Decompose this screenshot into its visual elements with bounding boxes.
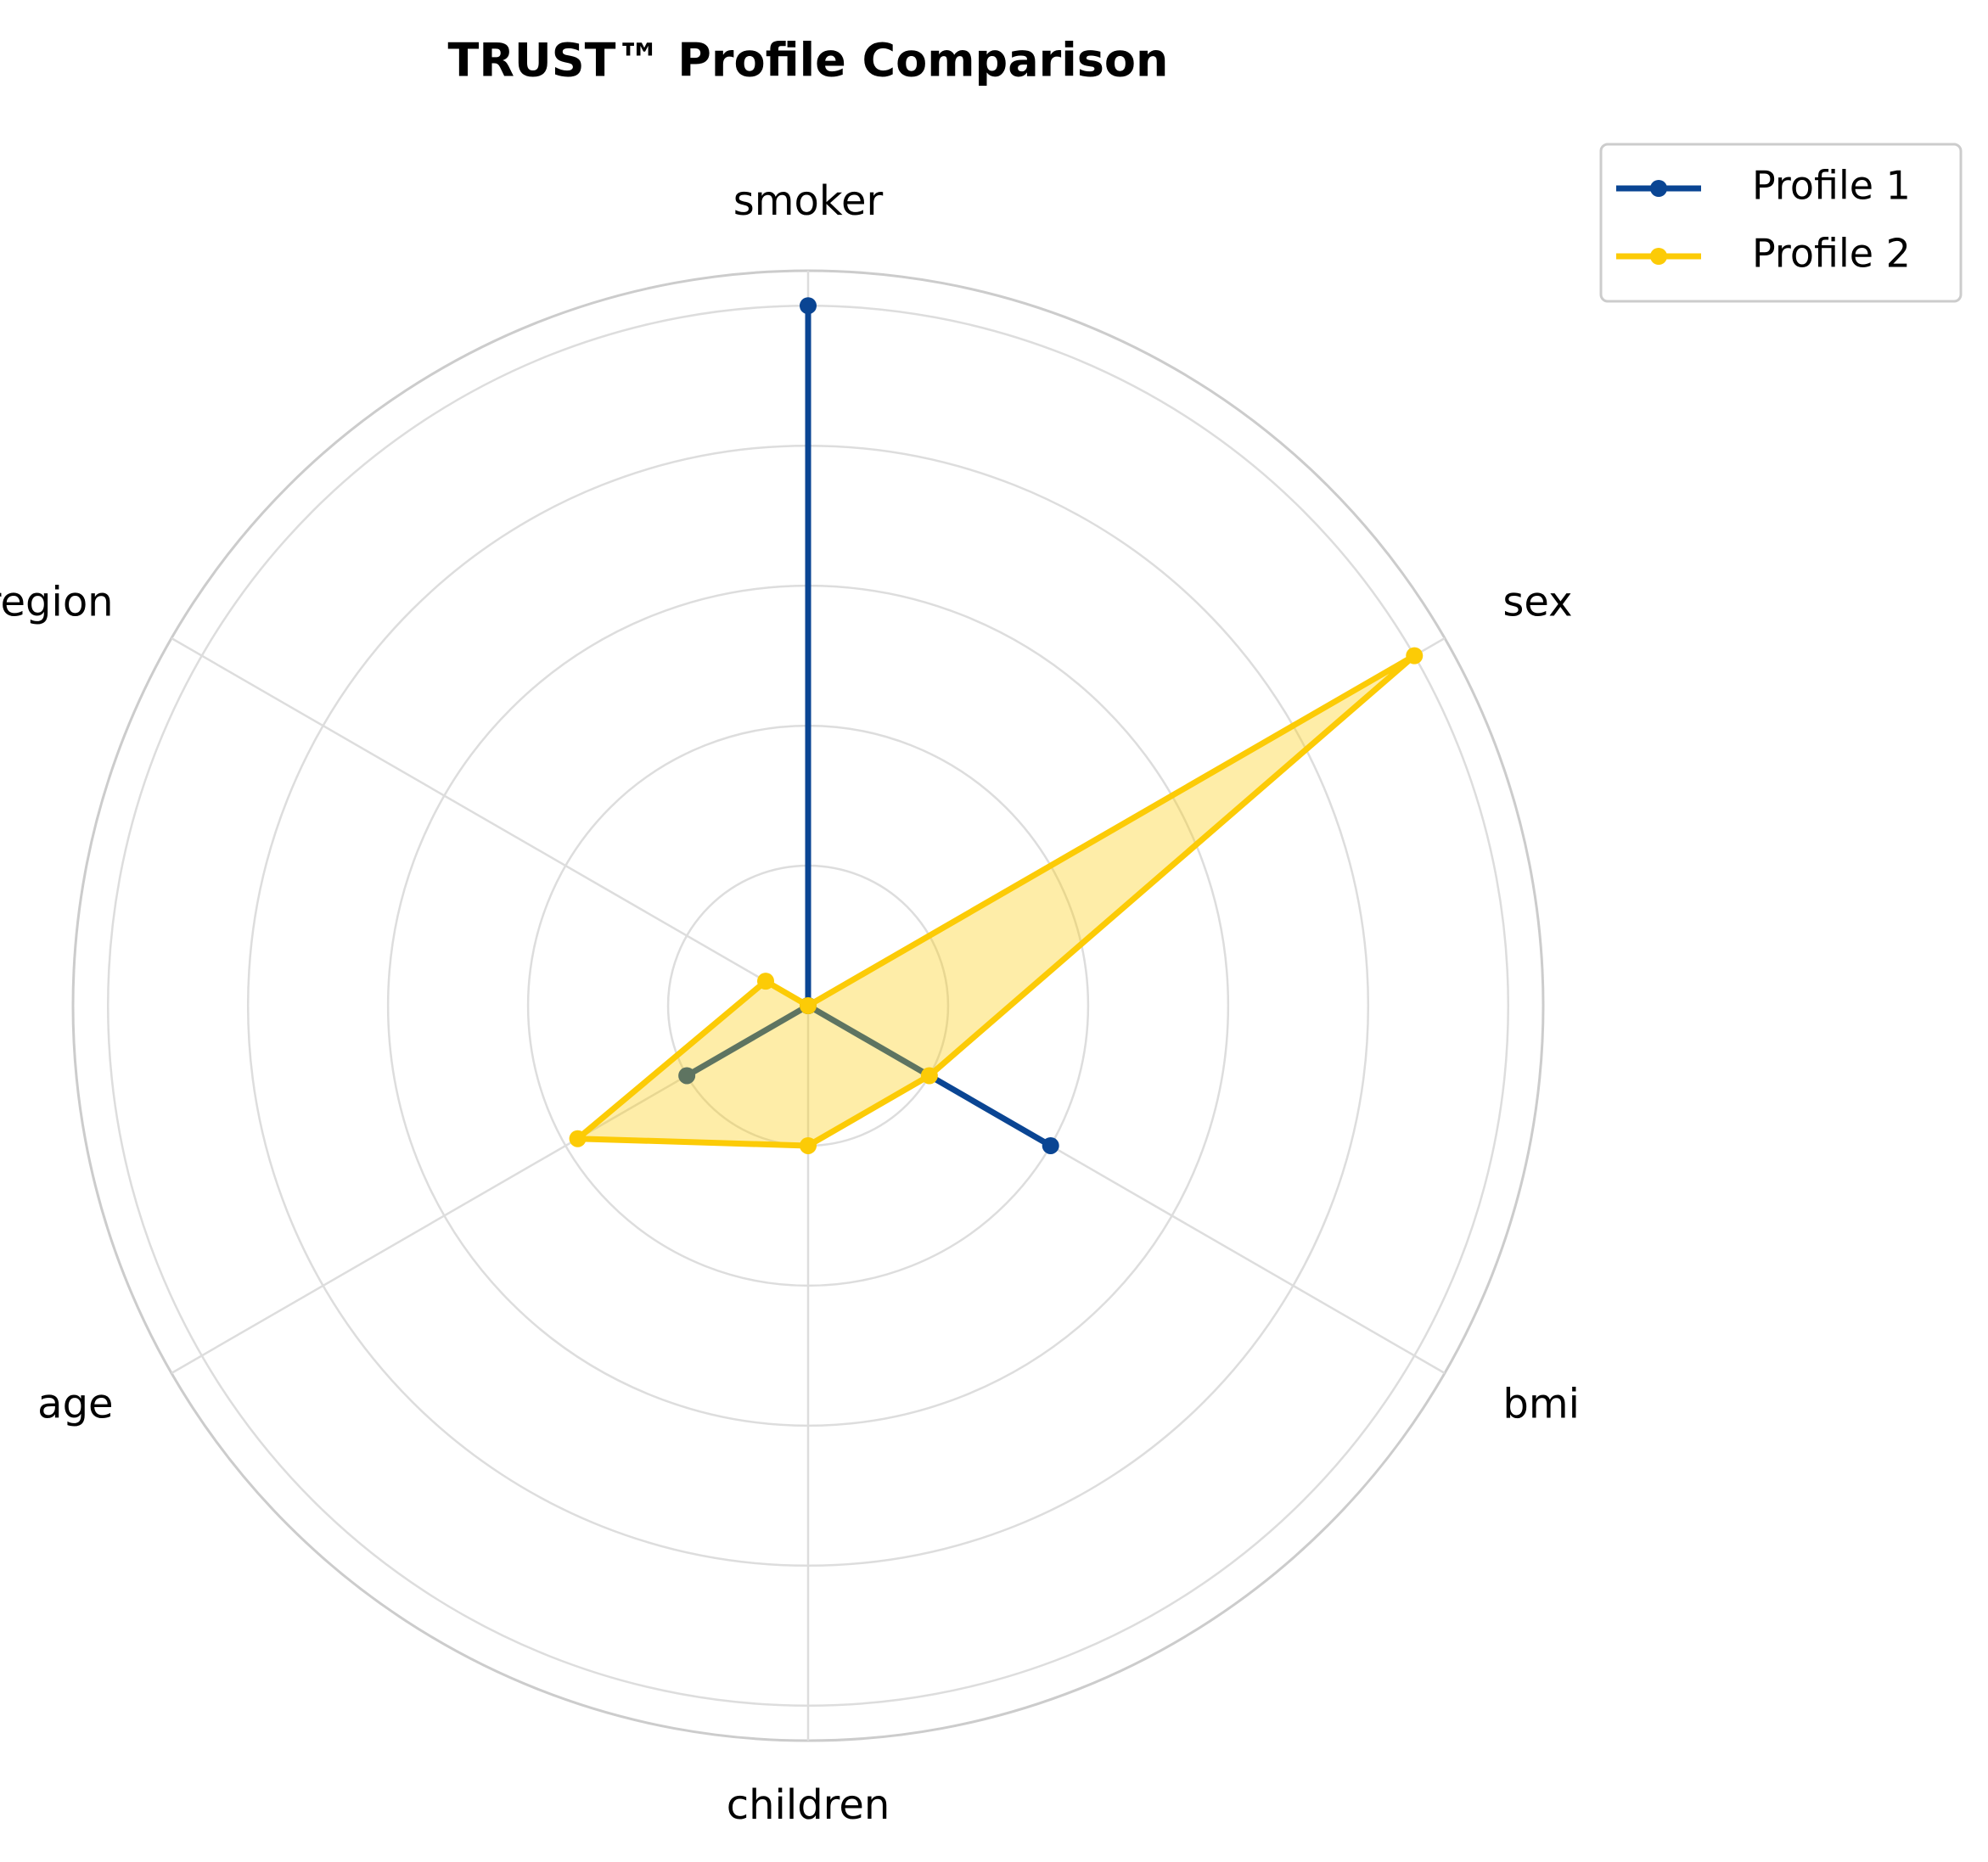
legend-label: Profile 2 [1752,231,1911,277]
spoke [171,637,809,1007]
data-point [1406,647,1424,665]
data-point [757,973,775,990]
data-point [800,1136,817,1154]
legend: Profile 1 Profile 2 [1599,143,1963,303]
data-point [1042,1136,1059,1154]
data-point [678,1067,696,1085]
legend-box [1599,143,1963,303]
axis-label: bmi [1502,1381,1580,1428]
data-point [920,1067,938,1085]
axis-label: smoker [733,177,884,225]
legend-marker [1650,180,1667,197]
chart-title: TRUST™ Profile Comparison [448,34,1169,87]
data-point [800,297,817,315]
axis-label: children [727,1781,890,1829]
legend-label: Profile 1 [1752,163,1911,209]
axis-label: age [37,1381,113,1428]
axis-label: sex [1502,579,1572,626]
data-point [800,997,817,1014]
legend-marker [1650,248,1667,265]
data-point [569,1130,587,1147]
axis-label: region [0,579,114,626]
